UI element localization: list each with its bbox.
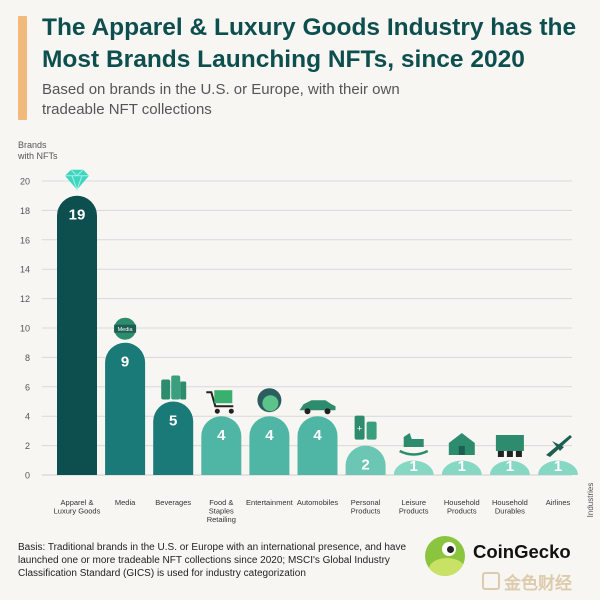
bar-food-staples-retailing (201, 416, 242, 475)
car-wheel (304, 408, 311, 415)
x-tick-label: Apparel & (61, 498, 94, 507)
bar-beverages (153, 401, 194, 475)
rocker (399, 449, 429, 456)
bottle-3 (180, 381, 187, 400)
x-tick-label: Products (399, 507, 429, 516)
x-tick-label: Luxury Goods (54, 507, 101, 516)
data-label: 4 (313, 427, 322, 444)
cosmetic-2 (366, 421, 377, 440)
chart-subtitle: Based on brands in the U.S. or Europe, w… (42, 81, 400, 118)
data-label: 1 (458, 458, 466, 475)
diamond-icon (65, 169, 89, 190)
cosmetic-plus: + (357, 424, 362, 434)
appliance-leg (497, 451, 504, 457)
title-accent-bar (18, 16, 27, 120)
cart-wheel (214, 408, 220, 414)
media-badge-label: Media (118, 327, 134, 333)
x-tick-label: Products (351, 507, 381, 516)
bar-personal-products (345, 445, 386, 475)
x-tick-label: Products (447, 507, 477, 516)
y-tick-label: 20 (20, 177, 30, 187)
y-axis-label-line-2: with NFTs (17, 151, 58, 161)
appliance-leg (515, 451, 522, 457)
bar-airlines (538, 460, 578, 475)
x-tick-label: Leisure (401, 498, 426, 507)
car-wheel (324, 408, 331, 415)
bar-household-durables (489, 460, 530, 475)
coingecko-logo-icon (425, 536, 465, 576)
y-tick-label: 0 (25, 471, 30, 481)
mask-face (262, 395, 279, 412)
bar-household-products (441, 460, 482, 475)
bottle-2 (171, 375, 181, 400)
cart-wheel (228, 408, 234, 414)
watermark-logo-icon (482, 572, 500, 590)
watermark-text: 金色财经 (504, 573, 572, 593)
y-tick-label: 12 (20, 294, 30, 304)
house-door (458, 446, 465, 455)
bar-media (105, 342, 146, 475)
data-label: 2 (361, 457, 369, 474)
data-label: 9 (121, 354, 129, 371)
chart-title: The Apparel & Luxury Goods Industry has … (42, 14, 577, 73)
data-label: 19 (69, 207, 86, 224)
cart-goods (214, 390, 233, 404)
y-tick-label: 10 (20, 324, 30, 334)
data-label: 1 (410, 458, 418, 475)
cosmetics-bottles-icon (354, 415, 365, 440)
data-label: 5 (169, 413, 177, 430)
y-tick-label: 2 (25, 441, 30, 451)
data-label: 1 (506, 458, 514, 475)
media-badge-box (114, 324, 137, 333)
bar-automobiles (297, 416, 338, 475)
data-label: 1 (554, 458, 562, 475)
x-axis-label: Industries (586, 483, 595, 518)
data-label: 4 (217, 427, 226, 444)
rocking-horse-icon (403, 433, 424, 447)
x-tick-label: Airlines (546, 498, 571, 507)
x-tick-label: Retailing (207, 515, 236, 524)
bar-apparel-luxury-goods (57, 195, 97, 475)
bar-leisure-products (393, 460, 434, 475)
diamond-icon-facets (65, 169, 89, 192)
brand-name: CoinGecko (473, 541, 571, 562)
y-tick-label: 16 (20, 235, 30, 245)
x-tick-label: Staples (209, 507, 234, 516)
bar-entertainment (249, 416, 290, 475)
x-tick-label: Automobiles (297, 498, 339, 507)
data-label: 4 (265, 427, 274, 444)
x-tick-label: Personal (351, 498, 381, 507)
beverage-bottles-icon (161, 379, 171, 400)
appliance-leg (506, 451, 513, 457)
house-icon (448, 433, 475, 455)
y-tick-label: 6 (25, 382, 30, 392)
y-tick-label: 14 (20, 265, 30, 275)
y-axis-label-line-1: Brands (18, 140, 47, 150)
y-tick-label: 8 (25, 353, 30, 363)
x-tick-label: Food & (209, 498, 233, 507)
y-tick-label: 18 (20, 206, 30, 216)
x-tick-label: Durables (495, 507, 525, 516)
car-icon (299, 400, 336, 411)
x-tick-label: Household (444, 498, 480, 507)
appliances-icon (495, 435, 524, 451)
x-tick-label: Media (115, 498, 136, 507)
x-tick-label: Household (492, 498, 528, 507)
x-tick-label: Entertainment (246, 498, 294, 507)
airplane-wing (552, 441, 564, 451)
shopping-cart-icon (206, 391, 234, 408)
watermark: 金色财经 (482, 568, 592, 594)
y-tick-label: 4 (25, 412, 30, 422)
footnote: Basis: Traditional brands in the U.S. or… (18, 542, 407, 579)
x-tick-label: Beverages (155, 498, 191, 507)
